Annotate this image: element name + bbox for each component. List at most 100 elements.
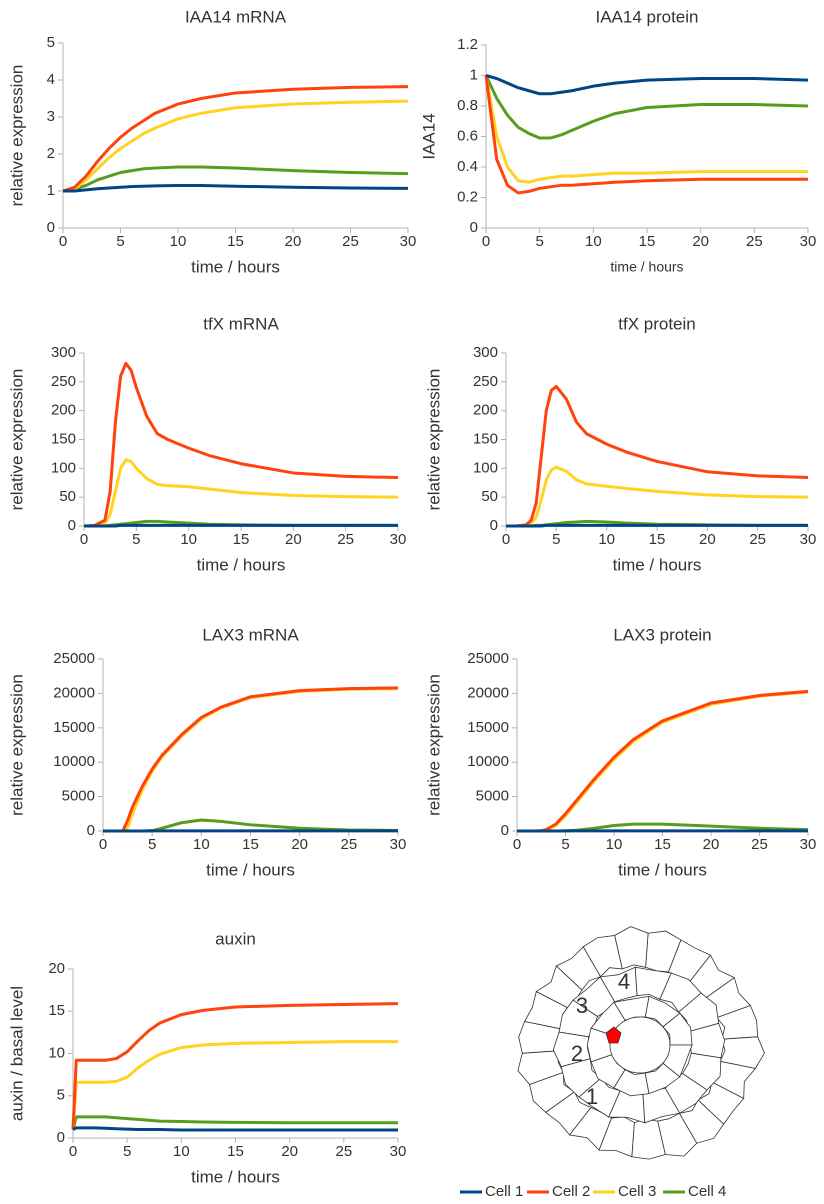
chart-title: IAA14 protein [595,7,698,26]
y-axis-label: relative expression [7,674,26,816]
y-tick-label: 0.6 [457,127,478,144]
cell-label: 3 [576,993,588,1018]
x-axis-label: time / hours [206,860,295,879]
y-tick-label: 20000 [467,684,509,701]
y-axis-label: relative expression [424,369,443,511]
series-line [506,384,809,528]
x-tick-label: 5 [148,836,156,853]
x-tick-label: 30 [400,233,417,250]
x-tick-label: 0 [59,233,67,250]
chart-title: LAX3 mRNA [202,625,299,644]
y-tick-label: 15 [48,1002,65,1019]
y-tick-label: 300 [473,344,498,361]
y-tick-label: 250 [51,373,76,390]
y-tick-label: 0 [501,822,509,839]
x-tick-label: 5 [535,233,543,250]
series-line [484,75,808,184]
x-tick-label: 0 [502,531,510,548]
y-tick-label: 0 [47,219,55,236]
x-tick-label: 25 [342,233,359,250]
x-tick-label: 5 [552,531,560,548]
series-line [71,1002,399,1130]
x-tick-label: 30 [390,1143,407,1160]
y-tick-label: 5000 [476,788,509,805]
x-axis-label: time / hours [191,1167,280,1186]
x-tick-label: 20 [291,836,308,853]
y-tick-label: 150 [51,430,76,447]
y-axis-label: relative expression [7,369,26,511]
x-tick-label: 20 [285,531,302,548]
chart-title: tfX mRNA [203,314,279,333]
y-tick-label: 10000 [467,753,509,770]
x-axis-label: time / hours [618,860,707,879]
x-tick-label: 20 [703,836,720,853]
series-line [103,686,399,833]
y-tick-label: 15000 [53,719,95,736]
x-tick-label: 25 [337,531,354,548]
y-axis-label: relative expression [424,674,443,816]
y-tick-label: 5000 [62,788,95,805]
series-line [72,1126,398,1132]
y-tick-label: 3 [47,108,55,125]
x-tick-label: 15 [227,233,244,250]
chart-title: LAX3 protein [613,625,711,644]
x-tick-label: 10 [180,531,197,548]
y-tick-label: 200 [473,402,498,419]
y-tick-label: 25000 [53,650,95,667]
y-tick-label: 4 [47,71,55,88]
x-tick-label: 0 [69,1143,77,1160]
series-line [62,99,409,193]
series-line [83,361,399,528]
y-tick-label: 300 [51,344,76,361]
cell-label: 1 [586,1084,598,1109]
y-tick-label: 10 [48,1044,65,1061]
chart-title: auxin [215,929,256,948]
chart-title: tfX protein [618,314,696,333]
y-tick-label: 5 [57,1087,65,1104]
x-tick-label: 30 [800,233,817,250]
legend-label: Cell 1 [485,1183,523,1200]
y-tick-label: 0 [68,517,76,534]
x-tick-label: 15 [654,836,671,853]
series-line [484,75,808,195]
y-axis-label: auxin / basal level [7,986,26,1121]
series-line [506,465,809,528]
y-tick-label: 15000 [467,719,509,736]
legend-label: Cell 3 [618,1183,656,1200]
series-line [62,85,409,193]
x-tick-label: 10 [170,233,187,250]
x-tick-label: 10 [598,531,615,548]
y-tick-label: 0 [470,219,478,236]
x-axis-label: time / hours [191,257,280,276]
series-line [485,74,809,96]
x-tick-label: 20 [699,531,716,548]
x-tick-label: 10 [585,233,602,250]
y-tick-label: 1 [470,66,478,83]
y-tick-label: 100 [473,459,498,476]
y-tick-label: 5 [47,34,55,51]
x-axis-label: time / hours [197,555,286,574]
x-tick-label: 0 [513,836,521,853]
x-tick-label: 15 [227,1143,244,1160]
x-tick-label: 15 [233,531,250,548]
series-line [71,1115,398,1130]
x-tick-label: 10 [193,836,210,853]
series-line [103,818,399,833]
series-line [517,690,809,833]
x-tick-label: 20 [285,233,302,250]
x-tick-label: 10 [173,1143,190,1160]
series-line [103,687,399,833]
x-tick-label: 30 [800,531,817,548]
series-line [84,458,399,528]
y-tick-label: 20 [48,960,65,977]
series-line [71,1040,398,1130]
x-tick-label: 30 [390,531,407,548]
series-line [84,523,398,528]
y-tick-label: 2 [47,145,55,162]
cell-diagram: 1 2 3 4 [517,926,765,1160]
series-line [506,523,808,528]
series-line [63,183,409,193]
x-tick-label: 5 [561,836,569,853]
x-tick-label: 10 [606,836,623,853]
